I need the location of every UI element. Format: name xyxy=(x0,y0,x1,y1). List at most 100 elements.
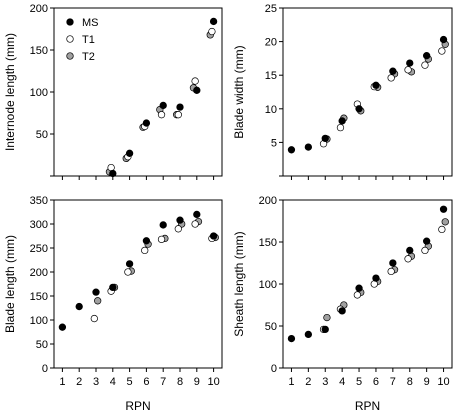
data-point-t1 xyxy=(438,47,446,55)
data-point-t1 xyxy=(191,220,199,228)
data-point-ms xyxy=(439,205,448,213)
data-point-ms xyxy=(142,237,151,245)
y-tick-label: 200 xyxy=(259,195,277,207)
y-tick-label: 5 xyxy=(271,137,277,149)
data-point-t1 xyxy=(387,74,395,82)
x-tick-label: 9 xyxy=(194,376,200,388)
data-point-t1 xyxy=(438,225,446,234)
plot-frame xyxy=(282,7,453,177)
data-point-t1 xyxy=(421,246,429,255)
data-point-ms xyxy=(321,325,329,334)
y-tick-label: 0 xyxy=(42,363,48,375)
data-point-t1 xyxy=(157,235,166,244)
data-point-t1 xyxy=(90,314,98,323)
legend-label-t2: T2 xyxy=(82,51,95,63)
data-point-ms xyxy=(338,117,346,125)
data-point-ms xyxy=(287,334,296,343)
x-tick-label: 7 xyxy=(160,376,166,388)
data-point-ms xyxy=(423,52,431,60)
y-tick-label: 10 xyxy=(265,104,277,116)
data-point-ms xyxy=(287,146,296,154)
data-point-ms xyxy=(109,283,117,292)
x-tick-label: 5 xyxy=(356,376,362,388)
x-tick-label: 3 xyxy=(322,376,328,388)
legend-marker-t1 xyxy=(66,35,74,43)
data-point-t1 xyxy=(141,246,149,255)
y-tick-label: 250 xyxy=(30,243,48,255)
data-point-ms xyxy=(176,216,184,224)
y-tick-label: 150 xyxy=(30,291,48,303)
blade-width-panel: 5 10 15 20 25 Blade width (mm) xyxy=(232,3,453,180)
data-point-ms xyxy=(355,284,363,292)
data-point-t1 xyxy=(174,225,182,233)
y-tick-label: 150 xyxy=(30,45,48,57)
data-point-t1 xyxy=(157,111,166,119)
y-tick-label: 350 xyxy=(30,195,48,207)
data-point-t2 xyxy=(323,313,331,322)
y-tick-label: 100 xyxy=(259,279,277,291)
x-tick-label: 10 xyxy=(437,376,449,388)
data-point-ms xyxy=(159,221,167,229)
y-tick-label: 200 xyxy=(30,267,48,279)
y-tick-label: 50 xyxy=(36,339,48,351)
x-tick-label: 4 xyxy=(110,376,116,388)
y-tick-label: 25 xyxy=(265,3,277,15)
x-tick-label: 5 xyxy=(127,376,133,388)
legend-marker-ms xyxy=(66,18,74,26)
y-tick-label: 100 xyxy=(30,87,48,99)
data-point-ms xyxy=(372,81,380,89)
legend-label-ms: MS xyxy=(82,17,99,29)
y-tick-label: 50 xyxy=(36,129,48,141)
data-point-t1 xyxy=(191,77,199,85)
y-axis-title: Sheath length (mm) xyxy=(232,231,246,336)
y-tick-label: 300 xyxy=(30,219,48,231)
x-tick-label: 1 xyxy=(59,376,65,388)
data-point-ms xyxy=(109,169,117,178)
legend-marker-t2 xyxy=(66,52,74,60)
data-point-t1 xyxy=(404,66,412,74)
data-point-t2 xyxy=(94,297,102,305)
data-point-t1 xyxy=(353,291,362,299)
y-tick-label: 15 xyxy=(265,70,277,82)
data-point-t2 xyxy=(441,218,449,226)
data-point-ms xyxy=(209,17,218,26)
x-tick-label: 8 xyxy=(177,376,183,388)
y-axis-title: Internode length (mm) xyxy=(3,33,17,151)
data-point-ms xyxy=(389,259,397,267)
x-tick-label: 2 xyxy=(76,376,82,388)
data-point-ms xyxy=(304,330,313,339)
data-point-t1 xyxy=(387,267,395,276)
data-point-ms xyxy=(406,246,414,255)
x-tick-label: 7 xyxy=(390,376,396,388)
y-tick-label: 150 xyxy=(259,237,277,249)
x-tick-label: 1 xyxy=(288,376,294,388)
data-point-ms xyxy=(372,274,380,282)
data-point-t1 xyxy=(421,61,429,69)
sheath-length-panel: 0 50 100 150 200 1 2 3 4 5 6 7 8 9 10 RPN Sheath length … xyxy=(232,195,453,413)
data-point-ms xyxy=(142,119,151,127)
y-axis-title: Blade length (mm) xyxy=(3,235,17,333)
data-point-ms xyxy=(423,237,431,245)
data-point-ms xyxy=(389,67,397,75)
data-point-ms xyxy=(75,302,83,311)
data-point-ms xyxy=(125,149,134,157)
x-tick-label: 6 xyxy=(373,376,379,388)
data-point-t1 xyxy=(336,123,345,132)
x-tick-label: 9 xyxy=(424,376,430,388)
data-point-ms xyxy=(125,260,134,268)
blade-length-panel: 0 50 100 150 200 250 300 350 1 2 3 4 5 6 7 8 9 10 RPN Blade… xyxy=(3,195,223,413)
x-tick-label: 3 xyxy=(93,376,99,388)
plot-frame xyxy=(282,199,453,369)
x-tick-label: 2 xyxy=(305,376,311,388)
data-point-ms xyxy=(304,143,313,151)
x-axis-title: RPN xyxy=(355,399,380,413)
x-tick-label: 8 xyxy=(407,376,413,388)
data-point-ms xyxy=(193,210,201,219)
data-point-ms xyxy=(406,59,414,67)
y-tick-label: 50 xyxy=(265,321,277,333)
data-point-ms xyxy=(209,232,218,240)
legend-label-t1: T1 xyxy=(82,34,95,46)
data-point-ms xyxy=(193,86,201,94)
x-tick-label: 6 xyxy=(143,376,149,388)
